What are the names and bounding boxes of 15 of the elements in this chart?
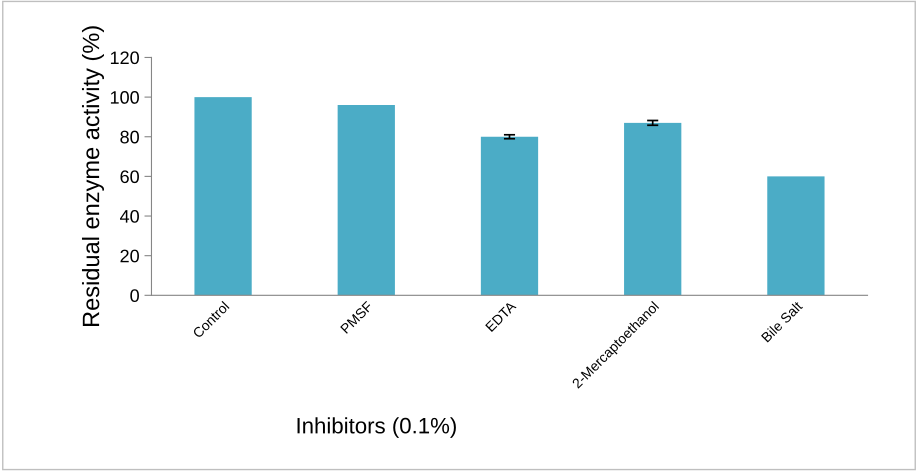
- bar: [767, 176, 825, 296]
- bar: [338, 105, 395, 296]
- y-tick-label: 120: [110, 51, 139, 64]
- y-tick-label: 100: [110, 91, 139, 104]
- y-axis-title: Residual enzyme activity (%): [82, 26, 104, 326]
- y-tick-label: 20: [120, 250, 139, 262]
- bar: [480, 136, 538, 296]
- bar: [624, 122, 682, 296]
- y-tick-label: 0: [130, 289, 139, 302]
- bar: [194, 97, 252, 296]
- x-tick-label: Bile Salt: [760, 300, 804, 343]
- y-tick-label: 40: [120, 210, 139, 223]
- x-axis-title: Inhibitors (0.1%): [298, 417, 456, 438]
- y-tick-label: 80: [120, 130, 139, 144]
- y-tick-label: 60: [120, 170, 139, 184]
